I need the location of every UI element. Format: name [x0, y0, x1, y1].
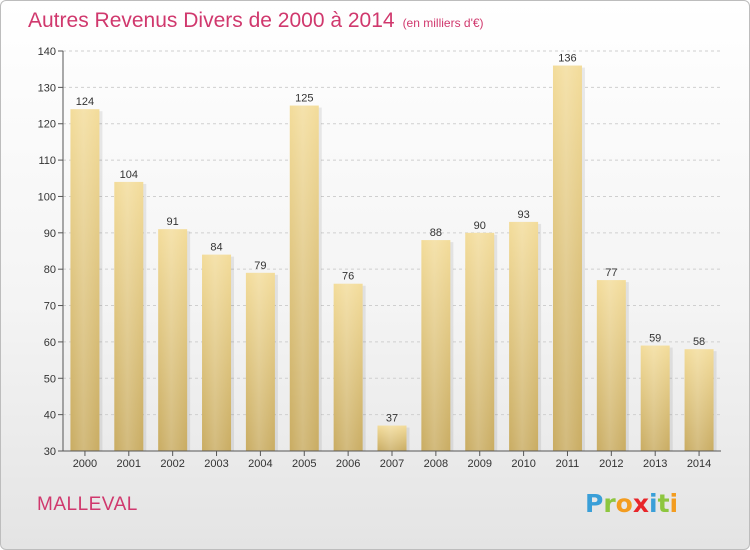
- x-tick-label: 2000: [73, 458, 97, 470]
- data-label: 58: [693, 336, 705, 348]
- bar-shine: [289, 105, 319, 451]
- data-label: 91: [167, 216, 179, 228]
- data-label: 124: [76, 96, 94, 108]
- bar-shine: [202, 254, 232, 451]
- y-tick-label: 100: [38, 191, 56, 203]
- x-axis: 2000 2001 2002 2003 2004 2005 2006 2007 2008 2009…: [63, 450, 721, 470]
- bar-shine: [377, 425, 407, 451]
- data-label: 79: [254, 260, 266, 272]
- bar-shine: [245, 272, 275, 451]
- logo-letter: i: [669, 489, 679, 518]
- y-tick-label: 60: [44, 337, 56, 349]
- bar-shine: [684, 349, 714, 451]
- bar-shine: [114, 181, 144, 451]
- town-name: MALLEVAL: [37, 494, 138, 515]
- bar-shine: [158, 229, 188, 451]
- y-tick-label: 120: [38, 119, 56, 131]
- y-tick-label: 40: [44, 410, 56, 422]
- bar-shine: [333, 283, 363, 451]
- data-label: 90: [474, 220, 486, 232]
- bar-shine: [509, 221, 539, 451]
- data-label: 88: [430, 227, 442, 239]
- y-tick-label: 80: [44, 264, 56, 276]
- bar-shine: [465, 232, 495, 451]
- logo-letter: t: [657, 489, 670, 518]
- y-tick-label: 30: [44, 446, 56, 458]
- x-tick-label: 2006: [336, 458, 360, 470]
- x-tick-label: 2005: [292, 458, 316, 470]
- logo-letter: x: [632, 489, 649, 518]
- data-label: 59: [649, 333, 661, 345]
- data-label: 37: [386, 413, 398, 425]
- y-tick-label: 140: [38, 46, 56, 58]
- bar-shine: [640, 345, 670, 451]
- x-tick-label: 2008: [424, 458, 448, 470]
- y-tick-label: 130: [38, 82, 56, 94]
- y-tick-label: 50: [44, 373, 56, 385]
- chart-title-text: Autres Revenus Divers de 2000 à 2014: [28, 9, 395, 32]
- proxiti-logo: Proxiti: [585, 489, 678, 518]
- data-label: 136: [558, 53, 576, 65]
- bar-shine: [70, 109, 100, 451]
- x-tick-label: 2002: [160, 458, 184, 470]
- x-tick-label: 2007: [380, 458, 404, 470]
- chart-unit: (en milliers d'€): [402, 16, 484, 30]
- bar-shine: [596, 280, 626, 451]
- y-tick-label: 70: [44, 301, 56, 313]
- bar-shine: [552, 65, 582, 451]
- x-tick-label: 2003: [204, 458, 228, 470]
- data-label: 84: [210, 242, 222, 254]
- data-label: 93: [517, 209, 529, 221]
- logo-letter: r: [603, 489, 616, 518]
- x-tick-label: 2009: [467, 458, 491, 470]
- bar-shine: [421, 240, 451, 451]
- logo-letter: P: [585, 489, 604, 518]
- y-tick-label: 90: [44, 228, 56, 240]
- data-label: 104: [120, 169, 138, 181]
- x-tick-label: 2004: [248, 458, 272, 470]
- data-label: 76: [342, 271, 354, 283]
- x-tick-label: 2014: [687, 458, 711, 470]
- logo-letter: i: [649, 489, 658, 518]
- x-tick-label: 2013: [643, 458, 667, 470]
- x-tick-label: 2011: [556, 458, 580, 470]
- data-label: 77: [605, 267, 617, 279]
- bars: 124 104 91 84 79 125 76 37 88 90 93 136 77 59 58: [70, 53, 717, 451]
- y-tick-label: 110: [38, 155, 56, 167]
- x-tick-label: 2012: [599, 458, 623, 470]
- x-tick-label: 2010: [511, 458, 535, 470]
- logo-letter: o: [615, 489, 633, 518]
- x-tick-label: 2001: [117, 458, 141, 470]
- chart-title: Autres Revenus Divers de 2000 à 2014 (en …: [28, 9, 484, 33]
- data-label: 125: [295, 93, 313, 105]
- y-axis: 30 40 50 60 70 80 90 100 110 120 130 140: [38, 46, 64, 458]
